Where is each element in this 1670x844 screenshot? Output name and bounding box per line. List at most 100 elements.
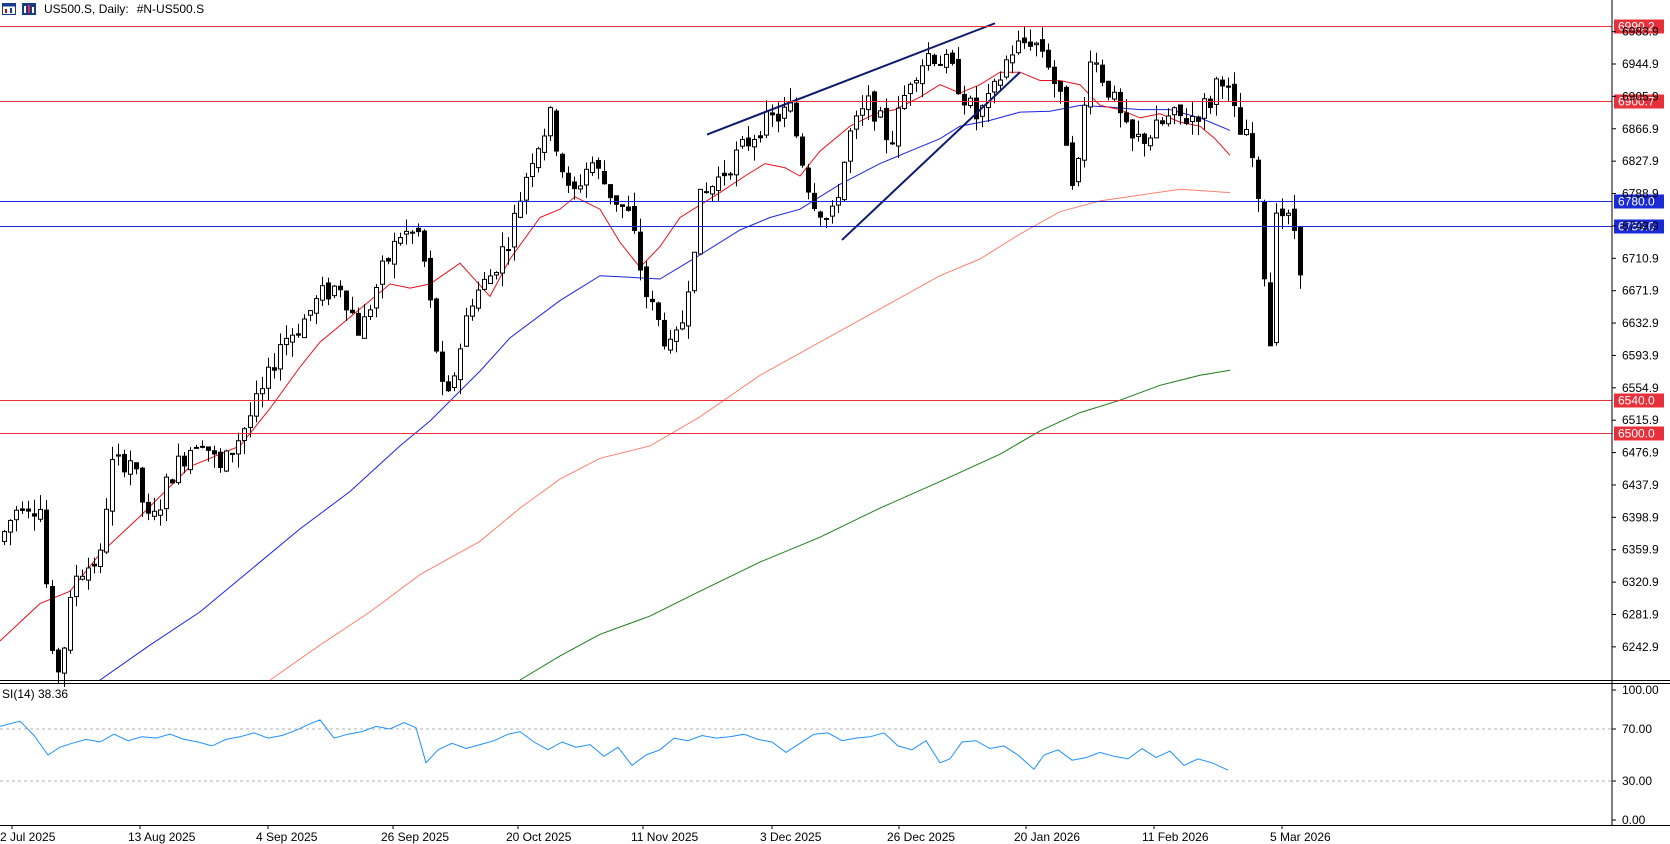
price-tick-label: 6281.9 xyxy=(1622,607,1659,621)
price-tick-label: 6788.9 xyxy=(1622,187,1659,201)
candle-bull xyxy=(1094,62,1099,65)
candle-bull xyxy=(680,322,685,330)
candle-bull xyxy=(668,338,673,351)
candle-bull xyxy=(752,138,757,148)
candle-bear xyxy=(1250,133,1255,159)
candle-bear xyxy=(1070,142,1075,186)
candle-bull xyxy=(998,79,1003,86)
candle-bull xyxy=(1274,212,1279,344)
trendline-1 xyxy=(706,22,996,136)
candle-bear xyxy=(506,249,511,252)
candle-bull xyxy=(590,162,595,174)
candle-bull xyxy=(1034,42,1039,46)
candle-bull xyxy=(584,168,589,186)
candle-bear xyxy=(440,351,445,382)
candle-bull xyxy=(488,275,493,285)
candle-bear xyxy=(386,258,391,262)
level-tag xyxy=(1614,94,1664,109)
candle-bear xyxy=(1028,41,1033,47)
candle-bear xyxy=(554,110,559,152)
candle-bear xyxy=(626,206,631,211)
candle-bear xyxy=(44,509,49,585)
candle-bear xyxy=(566,172,571,186)
candle-bear xyxy=(434,298,439,352)
price-tick-label: 6749.9 xyxy=(1622,219,1659,233)
candle-bull xyxy=(1112,91,1117,100)
candle-bull xyxy=(116,454,121,457)
candle-bear xyxy=(794,102,799,137)
candle-bear xyxy=(32,513,37,517)
candle-bear xyxy=(650,298,655,303)
candle-bear xyxy=(800,136,805,166)
candle-bear xyxy=(344,290,349,311)
candle-bull xyxy=(782,106,787,119)
candle-bull xyxy=(716,176,721,191)
candle-bull xyxy=(860,108,865,116)
candle-bull xyxy=(512,212,517,248)
candle-bull xyxy=(1214,78,1219,105)
level-tag-label: 6900.7 xyxy=(1618,95,1655,109)
candle-bear xyxy=(884,107,889,141)
candle-bear xyxy=(656,302,661,320)
candle-bull xyxy=(164,476,169,510)
candle-bull xyxy=(188,450,193,471)
candle-bull xyxy=(710,186,715,195)
candle-bull xyxy=(284,337,289,346)
candle-bull xyxy=(452,375,457,389)
price-tick-label: 6632.9 xyxy=(1622,316,1659,330)
candle-bear xyxy=(1058,81,1063,92)
candle-bear xyxy=(644,266,649,298)
candle-bear xyxy=(92,563,97,567)
candle-bear xyxy=(1262,201,1267,280)
ma-fast-line xyxy=(0,71,1231,642)
candle-bull xyxy=(74,575,79,598)
candle-bull xyxy=(1136,133,1141,137)
candle-bull xyxy=(308,310,313,316)
time-tick-label: 13 Aug 2025 xyxy=(128,830,196,844)
candle-bear xyxy=(56,649,61,673)
candle-bull xyxy=(1076,157,1081,183)
candle-bull xyxy=(1004,59,1009,78)
candle-bull xyxy=(1082,104,1087,161)
candle-bear xyxy=(338,285,343,291)
candle-bear xyxy=(728,173,733,176)
candle-bull xyxy=(482,278,487,290)
candle-bull xyxy=(152,510,157,517)
candle-bear xyxy=(632,206,637,232)
candle-bear xyxy=(1298,227,1303,276)
candle-bull xyxy=(890,142,895,145)
candle-bull xyxy=(320,285,325,301)
time-tick-label: 5 Mar 2026 xyxy=(1270,830,1331,844)
candle-bear xyxy=(602,171,607,185)
candle-bear xyxy=(770,112,775,116)
time-tick-label: 20 Jan 2026 xyxy=(1014,830,1080,844)
candle-bear xyxy=(182,455,187,467)
candle-bull xyxy=(242,428,247,442)
candle-bull xyxy=(398,237,403,244)
candle-bear xyxy=(1052,66,1057,84)
symbol-description: #N-US500.S xyxy=(136,2,205,16)
time-tick-label: 4 Sep 2025 xyxy=(256,830,318,844)
candle-bull xyxy=(104,508,109,553)
candle-bear xyxy=(872,91,877,122)
candle-bull xyxy=(290,334,295,343)
candle-bear xyxy=(122,453,127,473)
candle-bull xyxy=(500,246,505,274)
price-tick-label: 6359.9 xyxy=(1622,543,1659,557)
candle-bull xyxy=(1244,129,1249,136)
candle-bear xyxy=(776,113,781,122)
candle-bull xyxy=(374,286,379,309)
candle-bear xyxy=(614,195,619,205)
trendline-2 xyxy=(841,71,1021,241)
candle-bull xyxy=(1190,115,1195,123)
candle-bear xyxy=(140,467,145,503)
candle-bear xyxy=(1106,80,1111,98)
candle-bear xyxy=(446,381,451,392)
candle-bear xyxy=(1220,79,1225,87)
level-tag xyxy=(1614,426,1664,441)
candle-bear xyxy=(1208,98,1213,109)
candle-bull xyxy=(464,315,469,347)
candle-bull xyxy=(1148,137,1153,147)
candle-bull xyxy=(842,161,847,201)
